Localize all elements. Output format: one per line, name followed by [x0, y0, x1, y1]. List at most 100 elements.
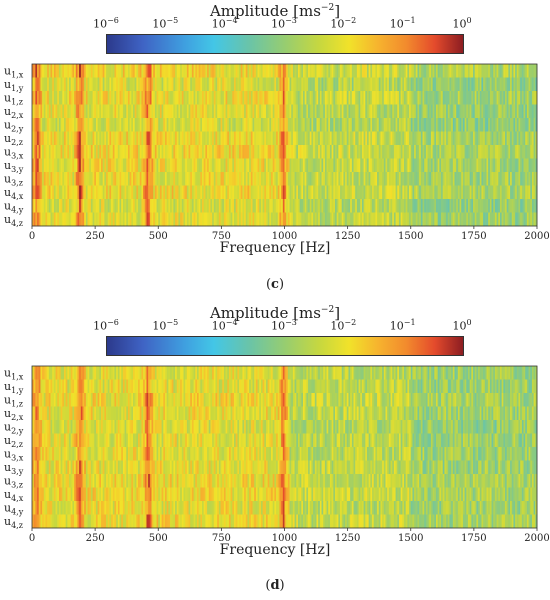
heatmap-cell	[94, 212, 97, 227]
heatmap-cell	[496, 379, 499, 394]
heatmap-cell	[38, 145, 41, 159]
heatmap-cell	[306, 393, 309, 407]
heatmap-cell	[257, 366, 260, 380]
heatmap-cell	[247, 212, 250, 227]
heatmap-cell	[533, 104, 536, 119]
heatmap-cell	[385, 91, 388, 105]
heatmap-cell	[42, 199, 45, 213]
heatmap-cell	[107, 199, 110, 213]
heatmap-cell	[516, 172, 519, 186]
heatmap-cell	[525, 406, 528, 421]
heatmap-cell	[264, 185, 267, 200]
heatmap-cell	[437, 91, 440, 105]
heatmap-cell	[303, 379, 306, 394]
heatmap-cell	[161, 64, 164, 78]
heatmap-cell	[107, 91, 110, 105]
heatmap-cell	[220, 406, 223, 421]
heatmap-cell	[63, 158, 67, 173]
colorbar-tick-label: 100	[452, 318, 472, 333]
heatmap-cell	[43, 379, 46, 394]
heatmap-cell	[382, 131, 385, 146]
heatmap-cell	[48, 185, 51, 200]
heatmap-cell	[508, 393, 511, 407]
heatmap-cell	[506, 131, 509, 146]
heatmap-cell	[102, 77, 105, 92]
heatmap-cell	[402, 131, 405, 146]
heatmap-cell	[430, 104, 434, 119]
heatmap-cell	[89, 104, 92, 119]
heatmap-cell	[35, 420, 38, 434]
heatmap-cell	[366, 158, 370, 173]
heatmap-cell	[102, 118, 105, 132]
heatmap-cell	[129, 104, 132, 119]
heatmap-cell	[175, 158, 178, 173]
heatmap-cell	[235, 172, 238, 186]
heatmap-cell	[282, 145, 285, 159]
heatmap-cell	[313, 393, 316, 407]
heatmap-cell	[171, 212, 174, 227]
heatmap-cell	[531, 91, 535, 105]
heatmap-cell	[429, 379, 432, 394]
heatmap-cell	[432, 77, 435, 92]
heatmap-cell	[121, 420, 124, 434]
heatmap-cell	[336, 104, 339, 119]
heatmap-cell	[191, 145, 194, 159]
heatmap-cell	[276, 379, 279, 394]
heatmap-cell	[442, 172, 445, 186]
heatmap-cell	[437, 64, 440, 78]
heatmap-cell	[508, 131, 511, 146]
heatmap-cell	[99, 145, 102, 159]
heatmap-cell	[449, 104, 452, 119]
heatmap-cell	[424, 64, 427, 78]
heatmap-cell	[171, 158, 174, 173]
heatmap-cell	[299, 185, 302, 200]
heatmap-cell	[252, 104, 255, 119]
heatmap-cell	[166, 420, 169, 434]
heatmap-cell	[67, 131, 70, 146]
heatmap-cell	[129, 212, 132, 227]
heatmap-cell	[255, 104, 258, 119]
heatmap-cell	[321, 104, 324, 119]
heatmap-cell	[375, 64, 378, 78]
heatmap-cell	[240, 64, 243, 78]
heatmap-cell	[506, 91, 509, 105]
heatmap-cell	[350, 172, 353, 186]
heatmap-cell	[94, 145, 97, 159]
heatmap-cell	[398, 91, 402, 105]
heatmap-cell	[441, 64, 444, 78]
heatmap-cell	[198, 406, 201, 421]
heatmap-cell	[469, 158, 472, 173]
heatmap-cell	[277, 145, 280, 159]
heatmap-cell	[122, 145, 125, 159]
heatmap-cell	[377, 91, 380, 105]
heatmap-cell	[175, 172, 178, 186]
heatmap-cell	[63, 64, 67, 78]
heatmap-cell	[422, 145, 425, 159]
heatmap-cell	[393, 212, 396, 227]
heatmap-cell	[213, 131, 216, 146]
heatmap-cell	[321, 158, 324, 173]
heatmap-cell	[398, 104, 402, 119]
heatmap-cell	[454, 172, 457, 186]
colorbar-tick-label: 10−2	[330, 16, 357, 31]
heatmap-cell	[291, 199, 294, 213]
heatmap-cell	[388, 185, 391, 200]
heatmap-cell	[331, 104, 334, 119]
heatmap-cell	[164, 118, 168, 132]
heatmap-cell	[365, 158, 368, 173]
heatmap-cell	[419, 91, 422, 105]
heatmap-cell	[436, 172, 439, 186]
heatmap-cell	[469, 118, 472, 132]
heatmap-cell	[188, 420, 191, 434]
heatmap-cell	[363, 393, 366, 407]
heatmap-cell	[447, 406, 450, 421]
heatmap-cell	[250, 145, 253, 159]
heatmap-cell	[232, 185, 235, 200]
heatmap-cell	[223, 91, 226, 105]
heatmap-cell	[281, 406, 284, 421]
heatmap-cell	[97, 104, 100, 119]
heatmap-cell	[478, 91, 481, 105]
heatmap-cell	[407, 366, 410, 380]
heatmap-cell	[442, 118, 445, 132]
heatmap-cell	[267, 420, 270, 434]
